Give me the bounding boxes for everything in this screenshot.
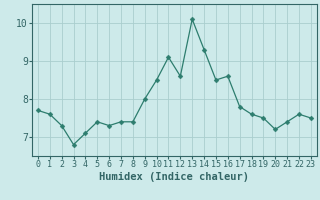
X-axis label: Humidex (Indice chaleur): Humidex (Indice chaleur) [100, 172, 249, 182]
